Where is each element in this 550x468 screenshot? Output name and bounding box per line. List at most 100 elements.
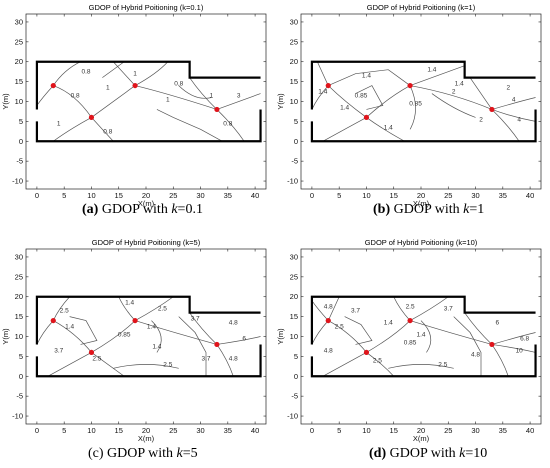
y-tick-label: 25: [290, 272, 298, 281]
y-tick-label: -5: [16, 157, 23, 166]
caption-letter: (a): [82, 202, 99, 217]
contour-line: [491, 109, 520, 142]
contour-line: [491, 109, 536, 122]
contour-label: 0.8: [223, 120, 232, 127]
caption-b: (b) GDOP with k=1: [373, 202, 484, 218]
caption-k: k: [459, 446, 466, 461]
y-axis-label: Y(m): [276, 328, 285, 345]
anchor-point: [325, 317, 331, 324]
x-axis-label: X(m): [138, 199, 155, 208]
contour-line: [189, 312, 218, 345]
contour-label: 6: [496, 320, 500, 327]
chart-title: GDOP of Hybrid Poitioning (k=5): [92, 238, 201, 247]
contour-line: [216, 344, 234, 377]
contour-line: [216, 109, 245, 142]
x-tick-label: 10: [362, 426, 370, 435]
anchor-point: [325, 82, 331, 89]
contour-line: [151, 320, 162, 353]
y-tick-label: 20: [290, 292, 298, 301]
contour-label: 1.4: [65, 324, 74, 331]
x-axis-label: X(m): [413, 434, 430, 443]
contour-line: [91, 320, 136, 353]
room-wall: [310, 60, 536, 110]
x-tick-label: 40: [251, 426, 259, 435]
contour-line: [328, 85, 367, 118]
panel-a: GDOP of Hybrid Poitioning (k=0.1) 0 5 10 15 2…: [0, 0, 275, 233]
caption-k: k: [463, 202, 470, 217]
contour-line: [322, 352, 367, 377]
caption-letter: (d): [369, 446, 387, 461]
contour-line: [491, 344, 536, 353]
anchor-point: [407, 317, 413, 324]
y-tick-label: 30: [15, 17, 23, 26]
chart-svg: GDOP of Hybrid Poitioning (k=10) 0 5 10 15 20…: [276, 238, 542, 443]
y-tick-label: 0: [19, 372, 23, 381]
x-tick-label: 25: [169, 426, 177, 435]
anchor-point: [214, 106, 220, 113]
contour-label: 3: [237, 93, 241, 100]
anchor-point: [88, 349, 95, 356]
x-tick-label: 20: [142, 426, 150, 435]
y-tick-label: 15: [15, 77, 23, 86]
contour-line: [409, 320, 493, 345]
y-tick-label: -5: [16, 392, 23, 401]
y-tick-label: 20: [290, 57, 298, 66]
x-tick-label: 0: [310, 426, 314, 435]
contour-label: 4.8: [471, 351, 480, 358]
room-wall: [310, 295, 536, 345]
contour-line: [135, 85, 218, 110]
contour-line: [134, 320, 218, 345]
contour-line: [53, 320, 92, 353]
plot-area: [300, 13, 542, 190]
anchor-point: [407, 82, 413, 89]
chart-svg: GDOP of Hybrid Poitioning (k=0.1)0 5 10 15 2…: [1, 3, 267, 208]
contour-line: [118, 296, 136, 321]
anchor-point: [214, 341, 220, 348]
contour-label: 1.4: [427, 67, 436, 74]
room-wall: [310, 109, 537, 143]
y-tick-label: -10: [12, 177, 23, 186]
caption-value: =5: [182, 446, 198, 461]
x-axis-label: X(m): [138, 434, 155, 443]
y-tick-label: -10: [287, 412, 298, 421]
contour-label: 4: [517, 116, 521, 123]
contour-line: [69, 316, 98, 345]
contour-label: 2.5: [373, 357, 382, 364]
contour-label: 1.4: [455, 81, 464, 88]
contour-label: 4.8: [229, 320, 238, 327]
contour-line: [91, 117, 114, 142]
panel-c: GDOP of Hybrid Poitioning (k=5) 0 5 10 15 20 2…: [0, 235, 275, 468]
plot-area: [25, 248, 267, 425]
caption-c: (c) GDOP with k=5: [88, 446, 198, 462]
x-tick-label: 25: [444, 426, 452, 435]
anchor-point: [363, 349, 370, 356]
contour-label: 2.5: [438, 361, 447, 368]
contour-line: [113, 61, 136, 86]
contour-line: [409, 65, 465, 86]
contour-label: 0.8: [174, 81, 183, 88]
anchor-point: [363, 114, 370, 121]
contour-line: [366, 320, 411, 353]
x-tick-label: 0: [310, 191, 314, 200]
caption-value: =0.1: [177, 202, 203, 217]
y-tick-label: 30: [290, 17, 298, 26]
x-tick-label: 25: [169, 191, 177, 200]
caption-letter: (c): [88, 446, 104, 461]
y-tick-label: 15: [15, 312, 23, 321]
room-wall: [35, 344, 262, 378]
contour-line: [366, 117, 405, 142]
contour-line: [156, 109, 223, 142]
x-tick-label: 15: [390, 191, 398, 200]
y-tick-label: 30: [290, 252, 298, 261]
contour-line: [91, 85, 136, 118]
y-tick-label: -10: [12, 412, 23, 421]
y-tick-label: 30: [15, 252, 23, 261]
y-axis-label: Y(m): [1, 328, 10, 345]
contour-line: [52, 61, 81, 86]
plot-area: [300, 248, 542, 425]
caption-a: (a) GDOP with k=0.1: [82, 202, 203, 218]
x-tick-label: 35: [224, 191, 232, 200]
contour-label: 2.5: [335, 324, 344, 331]
anchor-point: [489, 106, 495, 113]
x-tick-label: 40: [251, 191, 259, 200]
